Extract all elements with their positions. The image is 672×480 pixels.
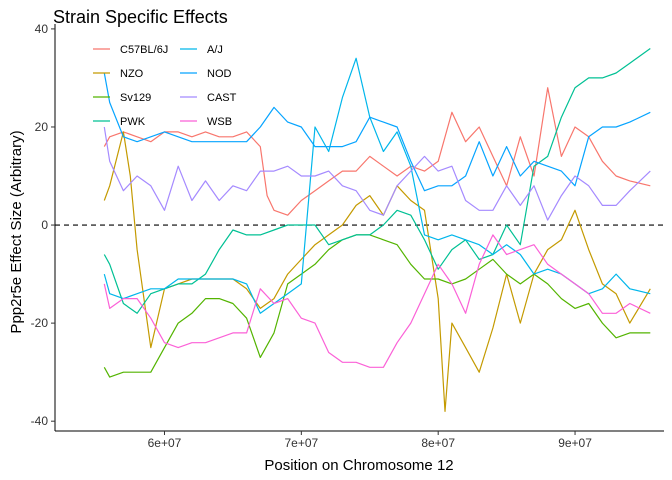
series-line-c57bl-6j — [103, 87, 651, 216]
legend-label: WSB — [207, 116, 232, 128]
y-tick-label: 40 — [35, 22, 49, 36]
y-tick-label: -40 — [31, 414, 49, 428]
series-line-nzo — [103, 131, 651, 412]
x-tick-label: 7e+07 — [284, 436, 318, 450]
legend-label: Sv129 — [120, 92, 151, 104]
legend-label: PWK — [120, 116, 146, 128]
legend-label: A/J — [207, 44, 223, 56]
legend-label: NZO — [120, 68, 144, 80]
legend-label: CAST — [207, 92, 237, 104]
y-tick-label: 0 — [41, 218, 48, 232]
legend-label: NOD — [207, 68, 232, 80]
series-lines — [103, 48, 651, 412]
series-line-pwk — [103, 48, 651, 314]
x-axis-ticks: 6e+07 7e+07 8e+07 9e+07 — [148, 431, 592, 450]
x-axis-title: Position on Chromosome 12 — [264, 457, 453, 474]
legend: C57BL/6J NZO Sv129 PWK A/J NOD CAST WSB — [93, 44, 237, 128]
series-line-nod — [103, 72, 651, 192]
series-line-wsb — [103, 234, 651, 368]
x-tick-label: 6e+07 — [148, 436, 182, 450]
chart-title: Strain Specific Effects — [53, 7, 228, 27]
y-axis-title: Ppp2r5e Effect Size (Arbitrary) — [8, 130, 25, 333]
series-line-sv129 — [103, 234, 651, 378]
series-line-cast — [103, 126, 651, 221]
y-tick-label: 20 — [35, 120, 49, 134]
legend-label: C57BL/6J — [120, 44, 168, 56]
x-tick-label: 9e+07 — [558, 436, 592, 450]
x-tick-label: 8e+07 — [421, 436, 455, 450]
y-axis-ticks: -40 -20 0 20 40 — [31, 22, 55, 428]
plot-area — [54, 24, 664, 432]
y-tick-label: -20 — [31, 316, 49, 330]
